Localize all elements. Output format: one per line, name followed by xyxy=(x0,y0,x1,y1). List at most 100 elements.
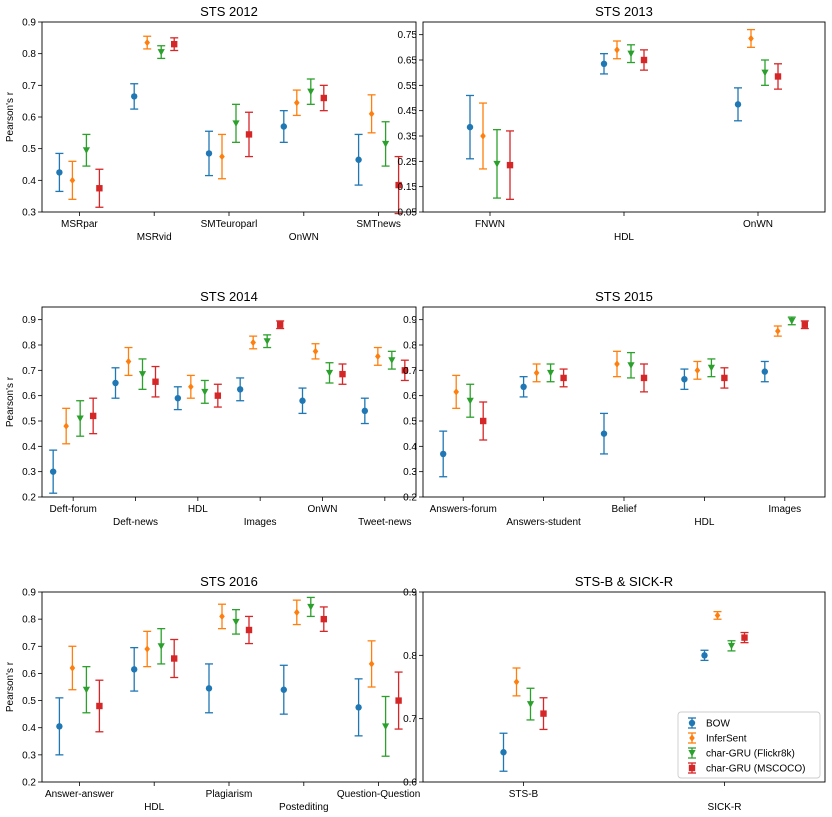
y-tick-label: 0.6 xyxy=(22,391,36,402)
legend-label: BOW xyxy=(706,719,730,730)
series-char-gru-flickr8k xyxy=(526,640,736,721)
y-tick-label: 0.7 xyxy=(22,642,36,653)
legend-marker xyxy=(688,750,696,757)
legend-box xyxy=(677,711,821,779)
data-point-smtnews xyxy=(395,181,402,189)
data-point-belief xyxy=(614,360,620,368)
data-point-msrpar xyxy=(96,185,103,192)
y-tick-label: 0.8 xyxy=(403,651,417,662)
y-tick-label: 0.9 xyxy=(403,315,417,326)
series-char-gru-mscoco xyxy=(479,320,809,441)
data-point-deft-news xyxy=(112,379,119,387)
data-point-sts-b xyxy=(513,678,520,686)
data-point-answers-forum xyxy=(453,388,459,396)
y-tick-label: 0.05 xyxy=(398,208,418,219)
data-point-deft-news xyxy=(152,378,159,385)
data-point-postediting xyxy=(294,608,300,616)
panel-sts-2014: STS 2014 0.2 0.3 0.4 0.5 0.6 0.7 0.8 0.9 Pearson'… xyxy=(5,289,417,528)
y-tick-label: 0.3 xyxy=(22,467,36,478)
series-bow xyxy=(49,367,369,494)
y-tick-label: 0.4 xyxy=(403,442,417,453)
data-point-onwn xyxy=(325,369,334,377)
x-tick-label-onwn: OnWN xyxy=(289,232,319,243)
y-tick-label: 0.6 xyxy=(403,391,417,402)
x-tick-label-question-question: Question-Question xyxy=(337,789,420,800)
data-point-msrvid xyxy=(131,93,138,100)
y-tick-label: 0.65 xyxy=(398,56,418,67)
x-tick-label-fnwn: FNWN xyxy=(475,219,505,230)
series-char-gru-mscoco xyxy=(95,37,403,215)
x-tick-label-onwn: OnWN xyxy=(743,219,773,230)
series-char-gru-flickr8k xyxy=(76,334,396,437)
y-tick-label: 0.6 xyxy=(22,113,36,124)
data-point-hdl xyxy=(614,46,620,54)
data-point-smteuroparl xyxy=(219,152,225,161)
data-point-answers-forum xyxy=(440,450,447,458)
series-char-gru-mscoco xyxy=(95,606,403,733)
y-tick-label: 0.25 xyxy=(398,157,418,168)
y-axis-label: Pearson's r xyxy=(5,376,16,427)
data-point-postediting xyxy=(320,615,327,623)
series-infersent xyxy=(62,335,382,445)
data-point-onwn xyxy=(299,397,306,404)
y-tick-label: 0.9 xyxy=(22,588,36,599)
data-point-sts-b xyxy=(540,710,547,717)
series-bow xyxy=(55,83,363,193)
data-point-fnwn xyxy=(480,132,486,140)
x-tick-label-sts-b: STS-B xyxy=(509,789,539,800)
data-point-onwn xyxy=(734,101,742,108)
panel-sts-2013: STS 2013 0.05 0.15 0.25 0.35 0.45 0.55 0.65 0.75… xyxy=(398,4,826,243)
data-point-images xyxy=(263,338,271,345)
y-tick-label: 0.9 xyxy=(403,588,417,599)
x-tick-label-hdl: HDL xyxy=(144,802,164,813)
data-point-images xyxy=(236,386,244,393)
data-point-smtnews xyxy=(382,140,390,148)
data-point-deft-forum xyxy=(76,415,84,423)
data-point-postediting xyxy=(307,603,315,611)
y-tick-label: 0.5 xyxy=(22,696,36,707)
legend: BOW InferSent char-GRU (Flickr8k) char-GRU … xyxy=(677,711,821,779)
chart-title: STS-B & SICK-R xyxy=(575,574,673,589)
data-point-question-question xyxy=(395,697,402,704)
panel-sts-2015: STS 2015 0.2 0.3 0.4 0.5 0.6 0.7 0.8 0.9 Answers-… xyxy=(403,289,826,528)
series-char-gru-mscoco xyxy=(89,320,409,435)
data-point-onwn xyxy=(320,94,327,102)
data-point-fnwn xyxy=(466,123,474,131)
plot-frame xyxy=(41,591,417,783)
y-tick-label: 0.45 xyxy=(398,106,418,117)
data-point-answers-student xyxy=(520,383,527,390)
data-point-images xyxy=(775,327,781,335)
x-tick-label-answer-answer: Answer-answer xyxy=(45,789,115,800)
x-tick-label-sick-r: SICK-R xyxy=(708,802,742,813)
x-tick-label-postediting: Postediting xyxy=(279,802,328,813)
data-point-question-question xyxy=(355,704,362,711)
y-tick-label: 0.3 xyxy=(22,208,36,219)
series-char-gru-flickr8k xyxy=(82,596,390,757)
data-point-hdl xyxy=(681,376,688,383)
x-tick-label-onwn: OnWN xyxy=(308,504,338,515)
y-tick-label: 0.4 xyxy=(22,723,36,734)
data-point-msrvid xyxy=(157,49,165,56)
data-point-fnwn xyxy=(506,161,514,169)
data-point-hdl xyxy=(201,388,209,396)
y-tick-label: 0.3 xyxy=(22,750,36,761)
plot-frame xyxy=(41,21,417,213)
data-point-hdl xyxy=(707,364,715,372)
legend-marker xyxy=(688,719,696,727)
y-tick-label: 0.35 xyxy=(398,132,418,143)
data-point-smteuroparl xyxy=(205,150,213,157)
data-point-deft-news xyxy=(125,357,132,366)
data-point-hdl xyxy=(627,50,635,58)
plot-frame xyxy=(41,306,417,498)
panel-sts-2016: STS 2016 0.2 0.3 0.4 0.5 0.6 0.7 0.8 0.9 Pearson'… xyxy=(5,574,420,813)
data-point-answer-answer xyxy=(56,723,63,730)
data-point-tweet-news xyxy=(375,352,381,360)
data-point-fnwn xyxy=(493,160,501,168)
data-point-belief xyxy=(640,374,648,382)
series-char-gru-flickr8k xyxy=(466,316,796,418)
data-point-hdl xyxy=(188,383,194,391)
y-tick-label: 0.5 xyxy=(22,417,36,428)
y-axis-label: Pearson's r xyxy=(5,661,16,712)
data-point-smtnews xyxy=(368,110,375,118)
y-tick-label: 0.75 xyxy=(398,30,418,41)
